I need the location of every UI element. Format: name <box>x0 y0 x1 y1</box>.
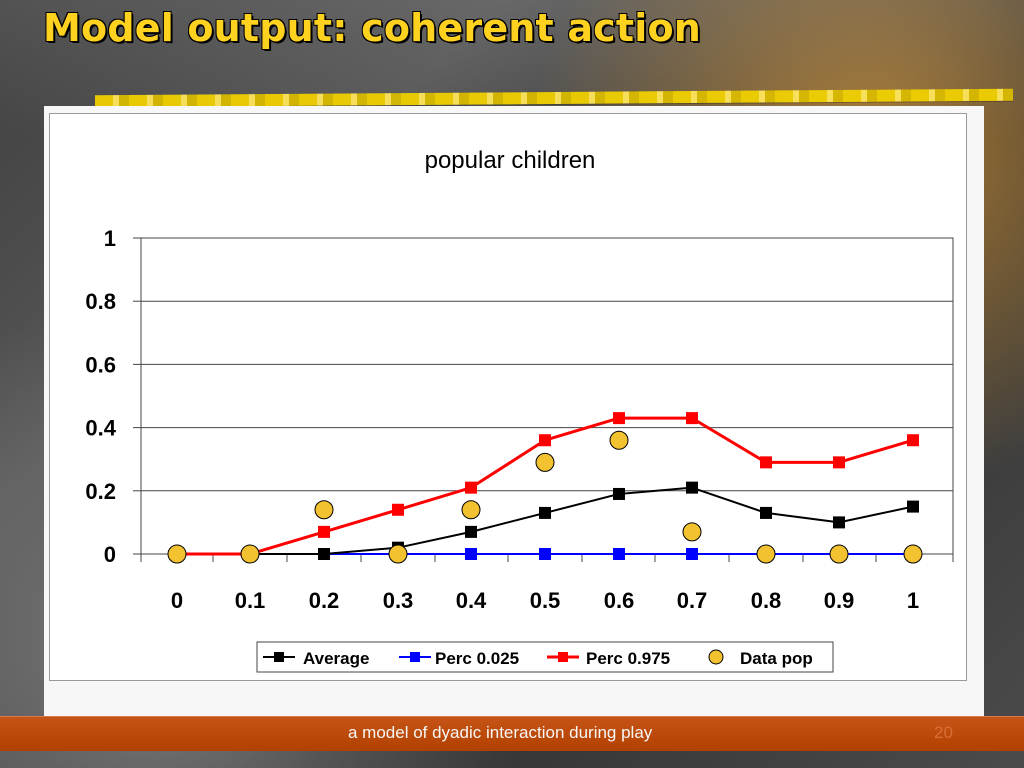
series-2-point-2 <box>318 525 330 538</box>
y-tick-label-2: 0.4 <box>85 416 116 441</box>
x-tick-label-5: 0.5 <box>530 588 561 613</box>
x-tick-label-4: 0.4 <box>456 588 487 613</box>
x-tick-label-0: 0 <box>171 588 183 613</box>
series-2-point-9 <box>833 456 845 469</box>
y-tick-label-1: 0.2 <box>85 479 116 504</box>
x-tick-label-3: 0.3 <box>383 588 414 613</box>
series-3-point-10 <box>903 544 923 564</box>
series-3-point-6 <box>609 430 629 450</box>
legend-label-3: Data pop <box>740 649 813 668</box>
y-tick-label-3: 0.6 <box>85 352 116 377</box>
series-0-point-4 <box>465 525 477 538</box>
series-3-point-5 <box>535 452 555 472</box>
y-tick-label-4: 0.8 <box>85 289 116 314</box>
series-3-point-2 <box>314 500 334 520</box>
series-1-point-5 <box>539 548 551 560</box>
legend-label-2: Perc 0.975 <box>586 649 670 668</box>
series-0-point-5 <box>539 506 551 519</box>
x-tick-label-1: 0.1 <box>235 588 266 613</box>
series-0-point-2 <box>318 548 330 560</box>
series-3-point-0 <box>167 544 187 564</box>
series-1-point-7 <box>686 548 698 560</box>
series-0-point-7 <box>686 481 698 494</box>
series-3-point-7 <box>682 522 702 542</box>
series-3-point-8 <box>756 544 776 564</box>
chart-frame <box>49 113 967 681</box>
x-tick-label-8: 0.8 <box>751 588 782 613</box>
x-tick-label-7: 0.7 <box>677 588 708 613</box>
footer-text: a model of dyadic interaction during pla… <box>348 723 653 742</box>
slide-title: Model output: coherent action <box>43 6 702 50</box>
legend-marker-2 <box>558 652 568 662</box>
series-2-point-10 <box>907 434 919 447</box>
legend-label-0: Average <box>303 649 369 668</box>
series-2-point-7 <box>686 412 698 425</box>
series-1-point-4 <box>465 548 477 560</box>
series-3-point-4 <box>461 500 481 520</box>
legend-marker-1 <box>410 652 420 662</box>
series-1-point-6 <box>613 548 625 560</box>
legend-marker-0 <box>274 652 284 662</box>
chart-title: popular children <box>425 147 596 174</box>
series-2-point-4 <box>465 481 477 494</box>
series-3-point-3 <box>388 544 408 564</box>
series-0-point-9 <box>833 516 845 529</box>
x-tick-label-9: 0.9 <box>824 588 855 613</box>
y-tick-label-0: 0 <box>104 542 116 567</box>
series-2-point-6 <box>613 412 625 425</box>
series-2-point-5 <box>539 434 551 447</box>
y-tick-label-5: 1 <box>104 226 116 251</box>
series-0-point-6 <box>613 487 625 500</box>
page-number: 20 <box>934 723 953 742</box>
plot-area <box>140 237 954 555</box>
footer-bar <box>0 716 1024 751</box>
series-0-point-10 <box>907 500 919 513</box>
series-0-point-8 <box>760 506 772 519</box>
legend-label-1: Perc 0.025 <box>435 649 519 668</box>
series-3-point-9 <box>829 544 849 564</box>
x-tick-label-6: 0.6 <box>604 588 635 613</box>
series-3-point-1 <box>240 544 260 564</box>
legend <box>256 641 834 673</box>
legend-marker-3 <box>708 649 724 665</box>
series-2-point-8 <box>760 456 772 469</box>
x-tick-label-2: 0.2 <box>309 588 340 613</box>
series-2-point-3 <box>392 503 404 516</box>
x-tick-label-10: 1 <box>907 588 919 613</box>
